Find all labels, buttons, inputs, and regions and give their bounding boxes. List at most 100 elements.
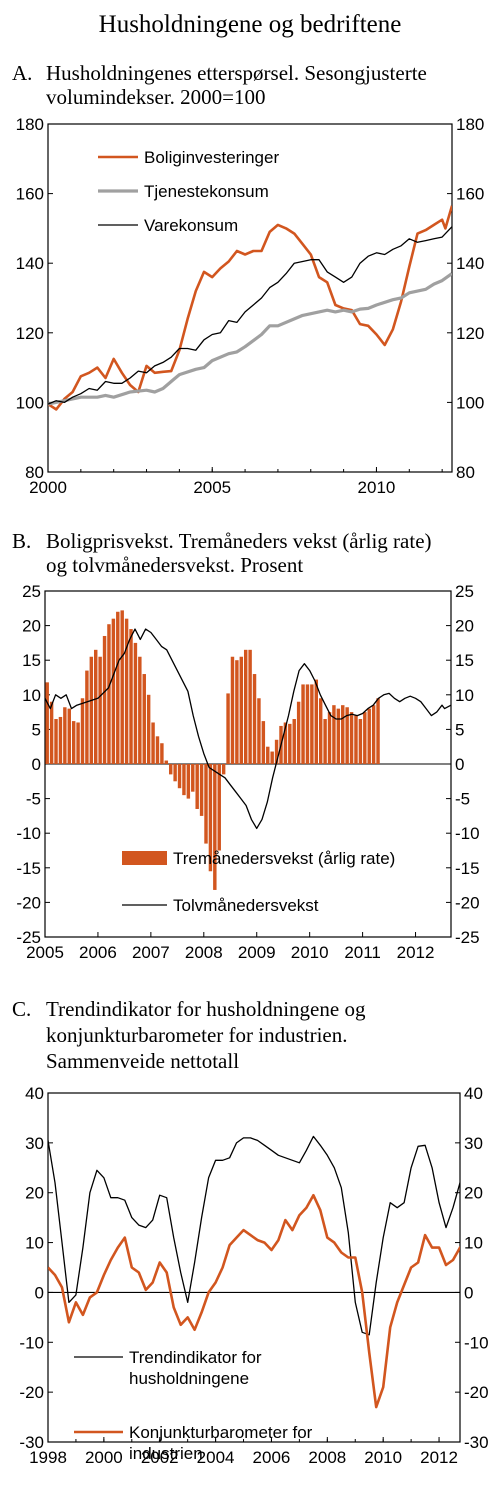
y-tick-label-right: 160 bbox=[456, 185, 484, 204]
bar-B-49 bbox=[261, 721, 266, 764]
y-tick-label-left: 5 bbox=[32, 720, 41, 739]
x-tick-label: 2002 bbox=[141, 1448, 179, 1467]
bar-B-70 bbox=[354, 715, 358, 764]
series-line-C-0 bbox=[48, 1135, 460, 1336]
y-tick-label-right: 100 bbox=[456, 393, 484, 412]
y-tick-label-right: 0 bbox=[455, 755, 464, 774]
bar-B-21 bbox=[138, 656, 142, 764]
bar-B-35 bbox=[199, 764, 204, 816]
y-tick-label-left: -10 bbox=[16, 824, 41, 843]
bar-B-12 bbox=[98, 656, 102, 764]
y-tick-label-right: 80 bbox=[456, 463, 475, 482]
panel-title-line: Sammenveide nettotall bbox=[46, 1049, 239, 1073]
bar-B-31 bbox=[182, 764, 186, 796]
series-line-A-1 bbox=[48, 272, 452, 406]
y-tick-label-left: 0 bbox=[32, 755, 41, 774]
y-tick-label-right: 40 bbox=[464, 1084, 483, 1103]
y-tick-label-right: 20 bbox=[455, 617, 474, 636]
y-tick-label-right: 10 bbox=[455, 686, 474, 705]
y-tick-label-right: 0 bbox=[464, 1283, 473, 1302]
bar-B-69 bbox=[349, 712, 354, 764]
bar-B-38 bbox=[213, 764, 217, 890]
y-tick-label-left: 100 bbox=[16, 393, 44, 412]
bar-B-28 bbox=[168, 764, 173, 775]
bar-B-19 bbox=[129, 629, 133, 764]
bar-B-20 bbox=[133, 642, 138, 764]
x-tick-label: 2004 bbox=[197, 1448, 235, 1467]
bar-B-24 bbox=[151, 722, 155, 764]
bar-B-23 bbox=[146, 694, 151, 764]
bar-B-60 bbox=[310, 684, 314, 764]
y-tick-label-right: 30 bbox=[464, 1134, 483, 1153]
y-tick-label-left: -15 bbox=[16, 859, 41, 878]
series-line-A-2 bbox=[48, 226, 452, 405]
bar-B-46 bbox=[248, 649, 252, 764]
y-tick-label-left: 140 bbox=[16, 254, 44, 273]
bar-B-10 bbox=[89, 656, 94, 764]
legend-swatch-bars bbox=[122, 851, 167, 865]
bar-B-40 bbox=[221, 764, 226, 775]
bar-B-54 bbox=[283, 722, 288, 764]
bar-B-3 bbox=[58, 716, 63, 764]
bar-B-50 bbox=[266, 746, 270, 764]
bar-B-71 bbox=[358, 719, 363, 764]
bar-B-61 bbox=[314, 679, 319, 764]
y-tick-label-left: 0 bbox=[35, 1283, 44, 1302]
x-tick-label: 2005 bbox=[26, 943, 64, 962]
y-tick-label-left: 10 bbox=[22, 686, 41, 705]
y-tick-label-right: -5 bbox=[455, 790, 470, 809]
x-tick-label: 1998 bbox=[29, 1448, 67, 1467]
bar-B-57 bbox=[296, 701, 301, 764]
y-tick-label-right: 180 bbox=[456, 115, 484, 134]
legend-label: Varekonsum bbox=[144, 216, 238, 235]
bar-B-33 bbox=[191, 764, 195, 792]
legend-label: Boliginvesteringer bbox=[144, 148, 279, 167]
series-line-B-1 bbox=[45, 628, 451, 830]
bar-B-75 bbox=[376, 698, 380, 764]
x-tick-label: 2006 bbox=[253, 1448, 291, 1467]
panel-title-line: Husholdningenes etterspørsel. Sesongjust… bbox=[46, 61, 427, 85]
bar-B-13 bbox=[102, 635, 107, 764]
y-tick-label-left: 180 bbox=[16, 115, 44, 134]
panel-title-line: og tolvmånedersvekst. Prosent bbox=[46, 553, 303, 577]
y-tick-label-left: 160 bbox=[16, 185, 44, 204]
y-tick-label-right: -20 bbox=[455, 893, 480, 912]
x-tick-label: 2005 bbox=[193, 478, 231, 497]
y-tick-label-left: -20 bbox=[19, 1383, 44, 1402]
legend-label: Trendindikator for bbox=[129, 1348, 262, 1367]
bar-B-47 bbox=[252, 674, 257, 764]
legend-label: Tjenestekonsum bbox=[144, 182, 269, 201]
bar-B-14 bbox=[107, 624, 111, 764]
bar-B-73 bbox=[367, 708, 371, 764]
panel-title-line: Boligprisvekst. Tremåneders vekst (årlig… bbox=[46, 529, 432, 553]
y-tick-label-right: -20 bbox=[464, 1383, 489, 1402]
bar-B-62 bbox=[318, 698, 323, 764]
panel-letter-C: C. bbox=[12, 997, 31, 1021]
x-tick-label: 2008 bbox=[185, 943, 223, 962]
bar-B-37 bbox=[208, 764, 213, 872]
bar-B-45 bbox=[243, 649, 248, 764]
bar-B-58 bbox=[301, 684, 305, 764]
bar-B-51 bbox=[270, 751, 274, 764]
y-tick-label-left: 120 bbox=[16, 324, 44, 343]
y-tick-label-right: -25 bbox=[455, 928, 480, 947]
bar-B-41 bbox=[226, 693, 230, 764]
bar-B-27 bbox=[164, 760, 169, 764]
bar-B-30 bbox=[177, 764, 182, 789]
x-tick-label: 2012 bbox=[397, 943, 435, 962]
y-tick-label-right: -15 bbox=[455, 859, 480, 878]
bar-B-4 bbox=[63, 707, 67, 764]
x-tick-label: 2012 bbox=[420, 1448, 458, 1467]
bar-B-1 bbox=[49, 701, 54, 764]
series-line-C-1 bbox=[48, 1193, 460, 1409]
bar-B-72 bbox=[363, 712, 367, 764]
y-tick-label-right: 5 bbox=[455, 720, 464, 739]
x-tick-label: 2008 bbox=[308, 1448, 346, 1467]
legend-label: Konjunkturbarometer for bbox=[129, 1423, 313, 1442]
bar-B-22 bbox=[142, 674, 146, 764]
x-tick-label: 2010 bbox=[291, 943, 329, 962]
bar-B-15 bbox=[111, 618, 116, 764]
panel-title-line: konjunkturbarometer for industrien. bbox=[46, 1023, 348, 1047]
bar-B-52 bbox=[274, 739, 279, 764]
bar-B-25 bbox=[155, 736, 160, 764]
